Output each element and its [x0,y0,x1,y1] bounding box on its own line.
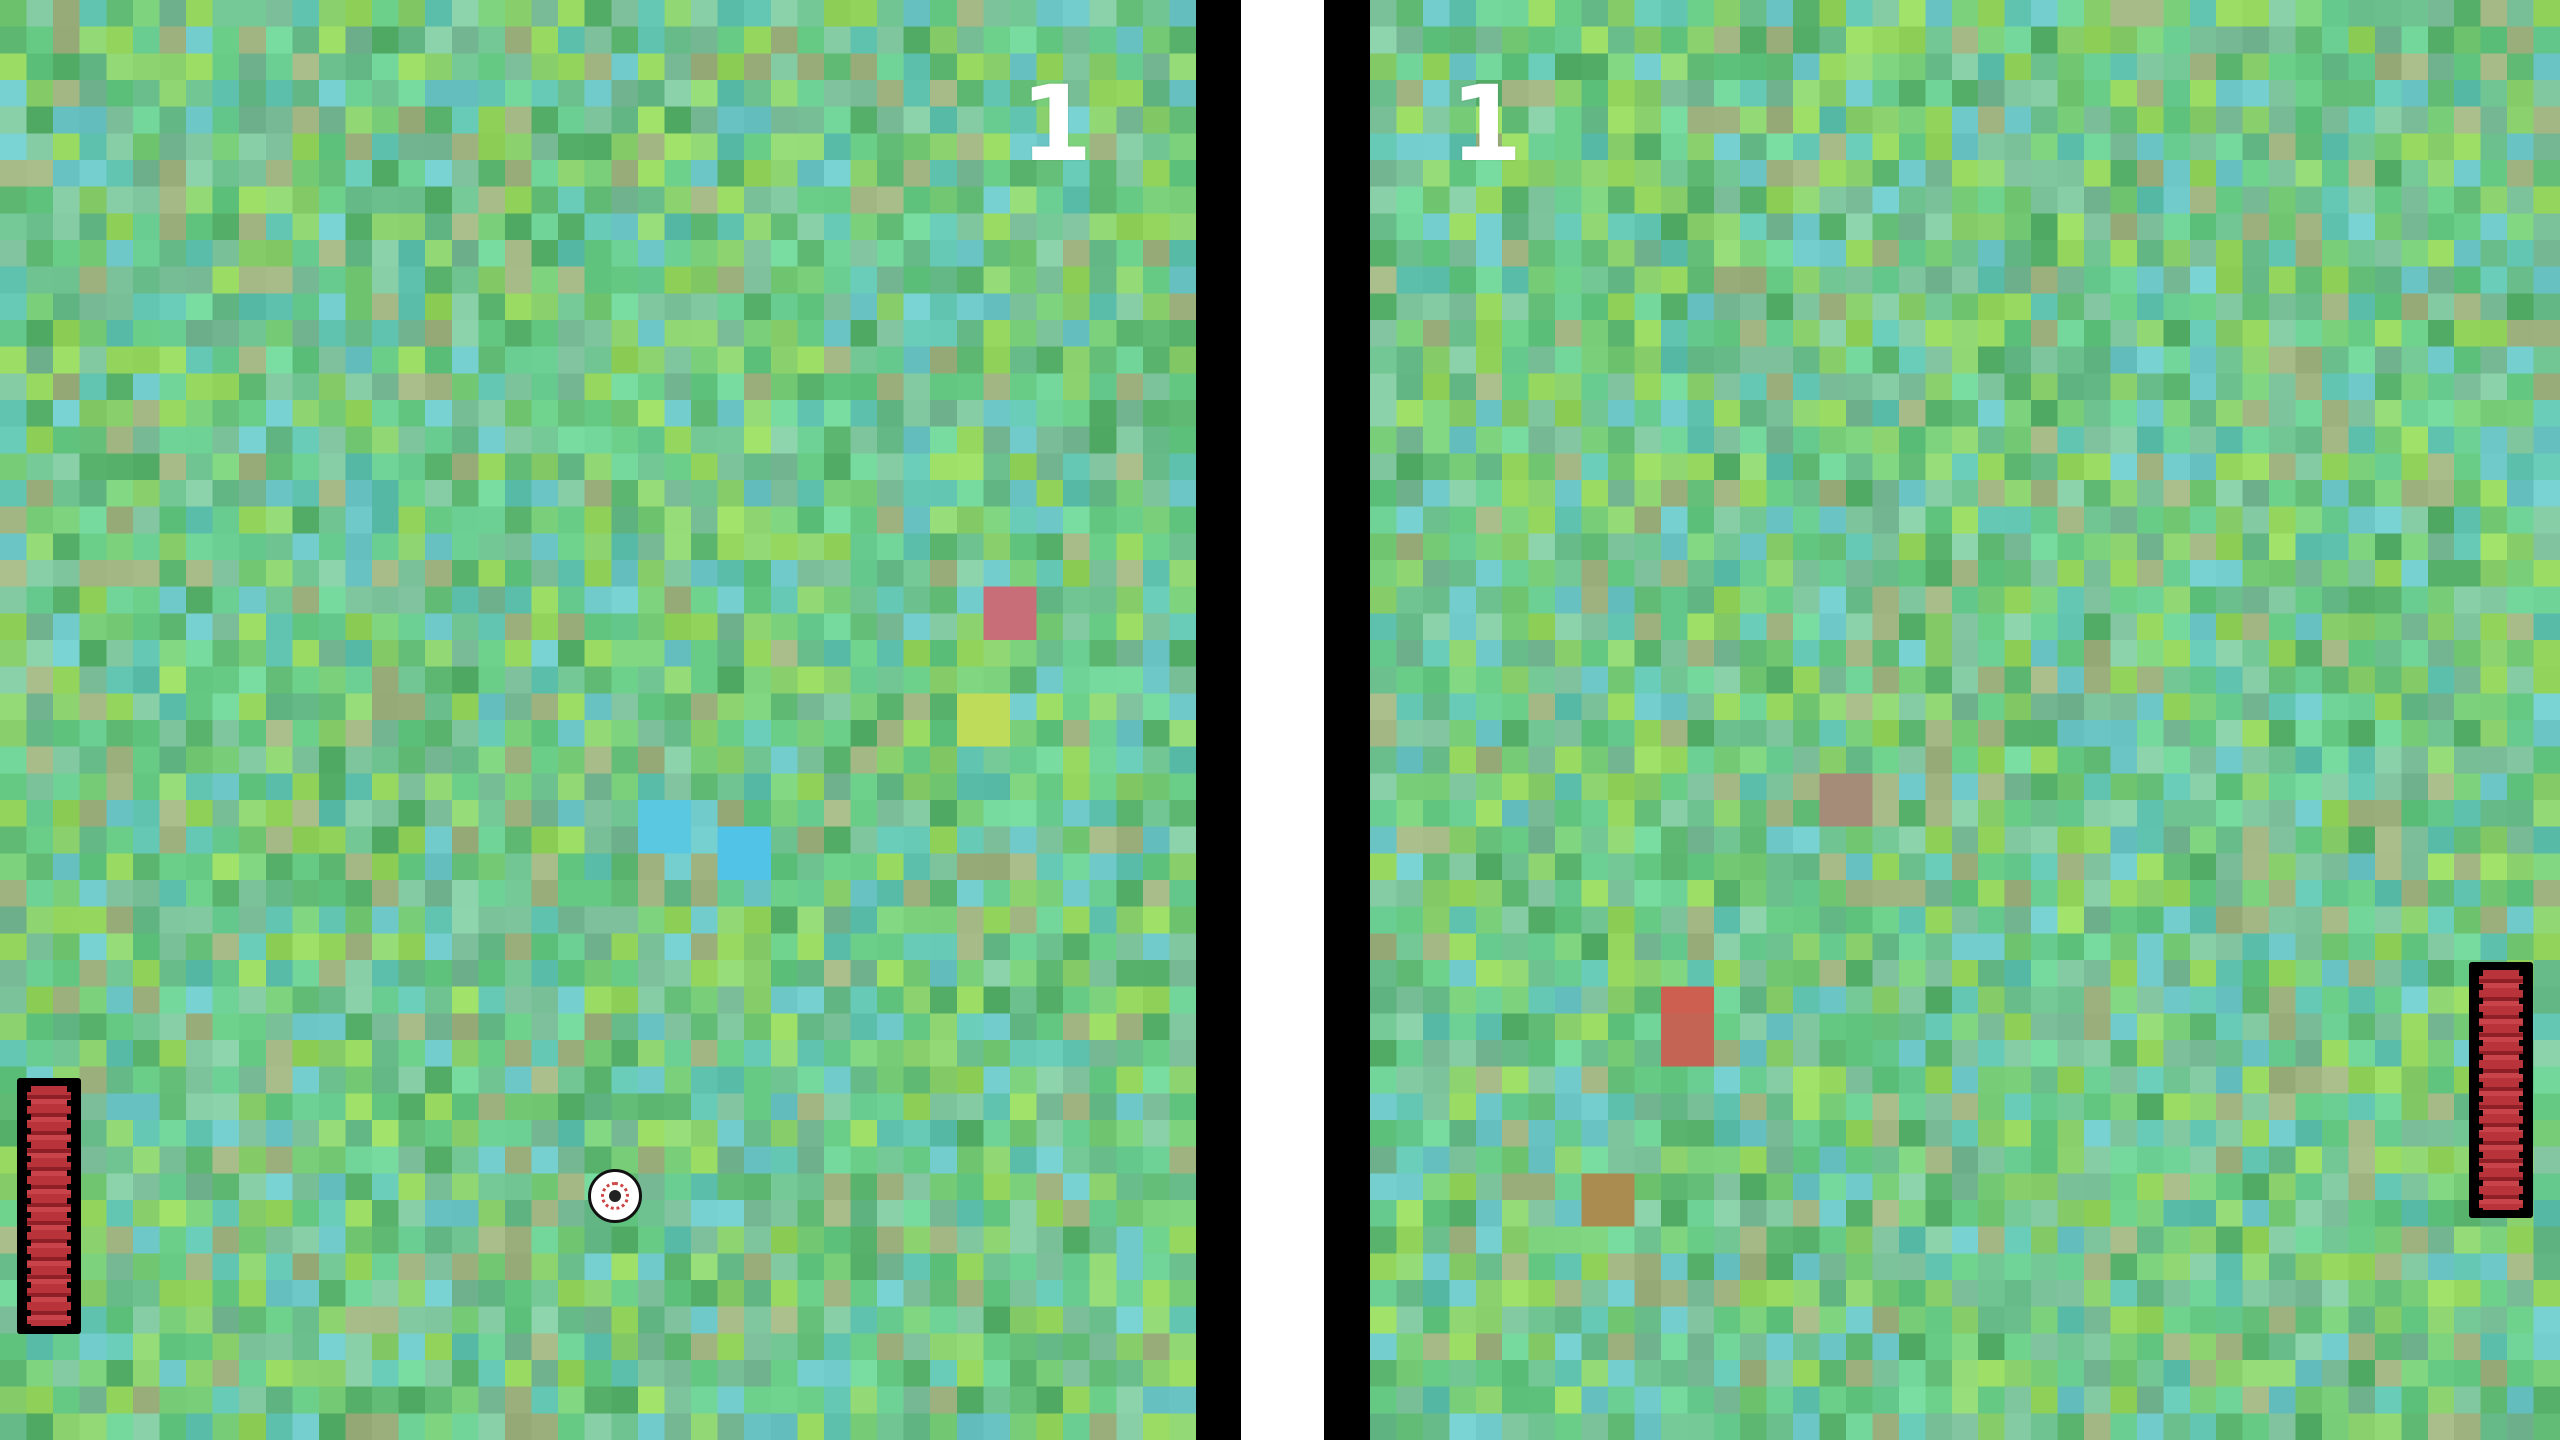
center-divider-right-edge [1324,0,1370,1440]
eyeball-ball-icon [588,1169,642,1223]
right-playfield [1370,0,2560,1440]
right-paddle[interactable] [2469,962,2533,1218]
left-playfield [0,0,1196,1440]
left-playfield-texture [0,0,1196,1440]
center-divider [1241,0,1324,1440]
left-player-score: 1 [1020,63,1093,185]
center-divider-left-edge [1196,0,1241,1440]
right-playfield-texture [1370,0,2560,1440]
right-player-score: 1 [1450,63,1523,185]
left-paddle[interactable] [17,1078,81,1334]
